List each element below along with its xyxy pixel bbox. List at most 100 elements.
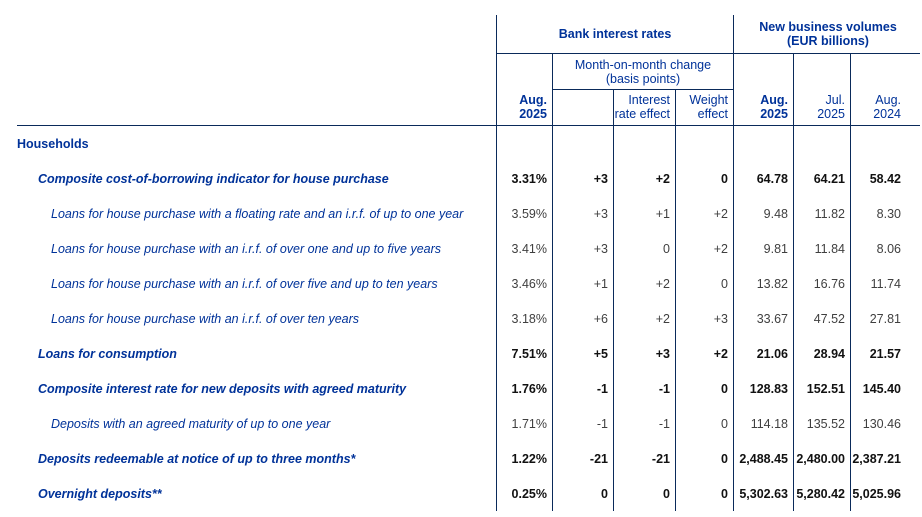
table-border-vertical	[496, 15, 497, 511]
value-cell: +2	[713, 206, 728, 221]
value-cell: 47.52	[813, 311, 845, 326]
row-label: Composite interest rate for new deposits…	[38, 381, 407, 396]
group-header-month-on-month-change: Month-on-month change (basis points)	[553, 55, 733, 89]
column-header-volume-jul-2025: Jul. 2025	[793, 89, 850, 125]
table-row: Loans for house purchase with an i.r.f. …	[0, 266, 922, 301]
column-header-line2: 2025	[817, 107, 845, 121]
row-label: Loans for house purchase with an i.r.f. …	[51, 311, 360, 326]
value-cell: 0	[721, 276, 728, 291]
value-cell: +1	[655, 206, 670, 221]
table-border-vertical	[850, 53, 851, 511]
column-header-interest-rate-effect: Interest rate effect	[613, 89, 675, 125]
value-cell: 27.81	[869, 311, 901, 326]
value-cell: 0	[663, 241, 670, 256]
value-cell: +3	[593, 171, 608, 186]
value-cell: 1.22%	[511, 451, 547, 466]
value-cell: 2,488.45	[739, 451, 788, 466]
column-header-line1: Aug.	[875, 93, 901, 107]
value-cell: -21	[651, 451, 670, 466]
value-cell: 3.46%	[511, 276, 547, 291]
value-cell: 114.18	[750, 416, 788, 431]
value-cell: 2,480.00	[796, 451, 845, 466]
table-border-horizontal	[17, 125, 920, 126]
value-cell: +3	[593, 241, 608, 256]
table-border-vertical	[733, 15, 734, 511]
table-border-horizontal	[552, 89, 733, 90]
column-header-line2: 2025	[760, 107, 788, 121]
value-cell: 64.78	[756, 171, 788, 186]
table-row: Deposits redeemable at notice of up to t…	[0, 441, 922, 476]
value-cell: +2	[655, 276, 670, 291]
table-row: Loans for house purchase with an i.r.f. …	[0, 231, 922, 266]
value-cell: 152.51	[806, 381, 845, 396]
value-cell: 1.71%	[511, 416, 547, 431]
column-header-line2: 2025	[519, 107, 547, 121]
value-cell: 3.18%	[511, 311, 547, 326]
value-cell: 0	[721, 416, 728, 431]
row-label: Loans for house purchase with a floating…	[51, 206, 464, 221]
row-label: Deposits with an agreed maturity of up t…	[51, 416, 331, 431]
value-cell: 128.83	[749, 381, 788, 396]
table-body: Households Composite cost-of-borrowing in…	[0, 126, 922, 511]
column-header-line1: Interest	[628, 93, 670, 107]
value-cell: 9.48	[763, 206, 788, 221]
row-label: Loans for consumption	[38, 346, 177, 361]
value-cell: 130.46	[862, 416, 901, 431]
value-cell: 0.25%	[511, 486, 547, 501]
value-cell: 0	[601, 486, 608, 501]
column-header-line1: Weight	[689, 93, 728, 107]
column-header-weight-effect: Weight effect	[675, 89, 733, 125]
value-cell: 8.06	[876, 241, 901, 256]
group-header-label-line1: Month-on-month change	[574, 58, 712, 72]
value-cell: -1	[658, 416, 670, 431]
value-cell: 9.81	[763, 241, 788, 256]
table-row: Deposits with an agreed maturity of up t…	[0, 406, 922, 441]
value-cell: -21	[589, 451, 608, 466]
value-cell: 135.52	[806, 416, 845, 431]
value-cell: 11.84	[814, 241, 845, 256]
row-label: Overnight deposits**	[38, 486, 162, 501]
value-cell: +2	[713, 346, 728, 361]
value-cell: +2	[713, 241, 728, 256]
value-cell: -1	[596, 381, 608, 396]
column-header-line1: Aug.	[519, 93, 547, 107]
value-cell: +5	[593, 346, 608, 361]
group-header-label: Bank interest rates	[558, 27, 672, 41]
group-header-new-business-volumes: New business volumes (EUR billions)	[734, 15, 922, 53]
value-cell: 8.30	[876, 206, 901, 221]
table-row: Composite cost-of-borrowing indicator fo…	[0, 161, 922, 196]
value-cell: 5,025.96	[852, 486, 901, 501]
column-header-line2: 2024	[873, 107, 901, 121]
value-cell: +1	[593, 276, 608, 291]
column-header-line2: effect	[697, 107, 728, 121]
column-header-volume-aug-2024: Aug. 2024	[850, 89, 922, 125]
value-cell: 11.74	[870, 276, 901, 291]
table-border-horizontal	[496, 53, 920, 54]
value-cell: 11.82	[814, 206, 845, 221]
column-header-line1: Jul.	[825, 93, 845, 107]
row-label: Loans for house purchase with an i.r.f. …	[51, 241, 442, 256]
value-cell: 0	[721, 171, 728, 186]
value-cell: 3.59%	[511, 206, 547, 221]
value-cell: 145.40	[862, 381, 901, 396]
table-border-vertical	[613, 89, 614, 511]
row-label: Deposits redeemable at notice of up to t…	[38, 451, 356, 466]
value-cell: 0	[721, 381, 728, 396]
row-label: Loans for house purchase with an i.r.f. …	[51, 276, 438, 291]
value-cell: +6	[593, 311, 608, 326]
table-row: Loans for house purchase with an i.r.f. …	[0, 301, 922, 336]
column-header-line1: Aug.	[760, 93, 788, 107]
group-header-label-line2: (EUR billions)	[787, 34, 869, 48]
table-border-vertical	[675, 89, 676, 511]
value-cell: 5,280.42	[796, 486, 845, 501]
value-cell: 58.42	[869, 171, 901, 186]
value-cell: +3	[593, 206, 608, 221]
table-row: Loans for house purchase with a floating…	[0, 196, 922, 231]
value-cell: -1	[658, 381, 670, 396]
row-label: Households	[17, 136, 89, 151]
group-header-bank-interest-rates: Bank interest rates	[497, 15, 733, 53]
table-row: Households	[0, 126, 922, 161]
row-label: Composite cost-of-borrowing indicator fo…	[38, 171, 389, 186]
table-row: Loans for consumption 7.51% +5 +3 +2 21.06 28.…	[0, 336, 922, 371]
